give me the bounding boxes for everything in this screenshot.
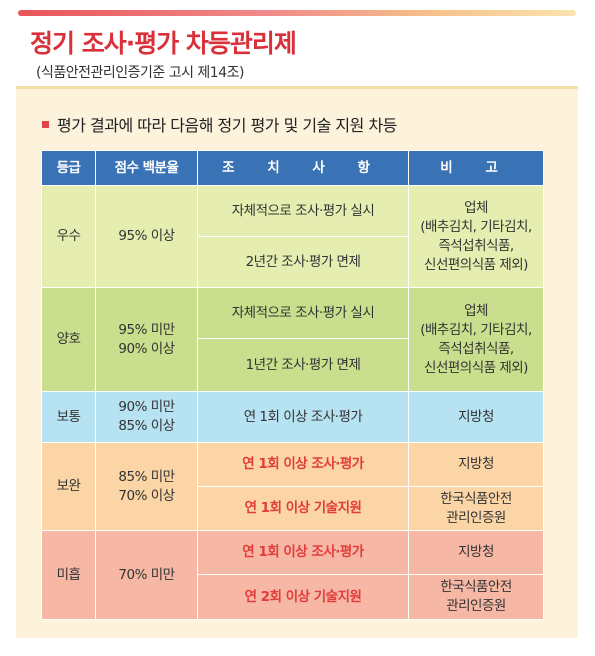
score-cell: 95% 미만 90% 이상 bbox=[95, 287, 198, 393]
grade-cell: 미흡 bbox=[41, 530, 96, 620]
note-line: 신선편의식품 제외) bbox=[424, 256, 528, 273]
table-row: 1년간 조사·평가 면제 bbox=[42, 338, 544, 393]
page-subtitle: (식품안전관리인증기준 고시 제14조) bbox=[36, 65, 244, 81]
score-cell: 85% 미만 70% 이상 bbox=[95, 442, 198, 532]
note-cell: 지방청 bbox=[408, 530, 544, 575]
action-cell: 연 2회 이상 기술지원 bbox=[197, 574, 409, 620]
action-cell: 연 1회 이상 조사·평가 bbox=[197, 530, 409, 575]
note-line: 한국식품안전 bbox=[440, 490, 512, 507]
action-cell: 연 1회 이상 조사·평가 bbox=[197, 442, 409, 488]
score-line: 95% 미만 bbox=[118, 321, 175, 338]
table-row: 양호 95% 미만 90% 이상 자체적으로 조사·평가 실시 업체 (배추김치… bbox=[41, 287, 544, 393]
note-line: (배추김치, 기타김치, bbox=[420, 218, 532, 235]
table-row: 미흡 70% 미만 연 1회 이상 조사·평가 지방청 bbox=[41, 530, 544, 620]
action-cell: 1년간 조사·평가 면제 bbox=[197, 338, 409, 393]
note-cell: 업체 (배추김치, 기타김치, 즉석섭취식품, 신선편의식품 제외) bbox=[408, 287, 544, 393]
top-accent-bar bbox=[18, 10, 576, 16]
score-line: 90% 이상 bbox=[118, 340, 175, 357]
note-cell: 업체 (배추김치, 기타김치, 즉석섭취식품, 신선편의식품 제외) bbox=[408, 184, 544, 289]
grade-cell: 양호 bbox=[41, 287, 96, 393]
note-line: 관리인증원 bbox=[446, 598, 506, 614]
section-heading-text: 평가 결과에 따라 다음해 정기 평가 및 기술 지원 차등 bbox=[57, 116, 397, 135]
table-row: 우수 95% 이상 자체적으로 조사·평가 실시 업체 (배추김치, 기타김치,… bbox=[41, 184, 544, 289]
table-row: 보통 90% 미만 85% 이상 연 1회 이상 조사·평가 지방청 bbox=[41, 391, 544, 444]
header-action: 조 치 사 항 bbox=[197, 150, 409, 186]
grade-table: 등급 점수 백분율 조 치 사 항 비 고 우수 95% 이상 자체적으로 조사… bbox=[41, 150, 544, 620]
square-bullet-icon bbox=[42, 120, 49, 128]
header-grade: 등급 bbox=[41, 150, 96, 186]
action-cell: 연 1회 이상 조사·평가 bbox=[197, 391, 409, 444]
note-line: 즉석섭취식품, bbox=[438, 237, 514, 254]
note-line: 관리인증원 bbox=[446, 509, 506, 526]
table-row: 보완 85% 미만 70% 이상 연 1회 이상 조사·평가 지방청 bbox=[41, 442, 544, 532]
note-line: (배추김치, 기타김치, bbox=[420, 321, 532, 338]
score-line: 85% 이상 bbox=[118, 418, 175, 435]
note-line: 신선편의식품 제외) bbox=[424, 359, 528, 376]
score-cell: 70% 미만 bbox=[95, 530, 198, 620]
section-heading: 평가 결과에 따라 다음해 정기 평가 및 기술 지원 차등 bbox=[42, 112, 397, 136]
note-line: 즉석섭취식품, bbox=[438, 340, 514, 357]
page-title: 정기 조사·평가 차등관리제 bbox=[30, 29, 297, 58]
score-line: 90% 미만 bbox=[118, 399, 175, 416]
action-cell: 자체적으로 조사·평가 실시 bbox=[197, 184, 409, 238]
note-cell: 한국식품안전 관리인증원 bbox=[408, 486, 544, 532]
table-row: 연 2회 이상 기술지원 한국식품안전 관리인증원 bbox=[42, 574, 544, 620]
note-line: 한국식품안전 bbox=[440, 579, 512, 595]
note-cell: 한국식품안전 관리인증원 bbox=[408, 574, 544, 620]
table-row: 연 1회 이상 기술지원 한국식품안전 관리인증원 bbox=[42, 486, 544, 532]
note-cell: 지방청 bbox=[408, 442, 544, 488]
note-line: 업체 bbox=[464, 302, 488, 319]
grade-cell: 보통 bbox=[41, 391, 96, 444]
grade-cell: 우수 bbox=[41, 184, 96, 289]
score-line: 70% 이상 bbox=[118, 487, 175, 504]
header-score: 점수 백분율 bbox=[95, 150, 198, 186]
table-row: 2년간 조사·평가 면제 bbox=[42, 236, 544, 289]
table-header-row: 등급 점수 백분율 조 치 사 항 비 고 bbox=[41, 150, 544, 186]
grade-cell: 보완 bbox=[41, 442, 96, 532]
note-cell: 지방청 bbox=[408, 391, 544, 444]
action-cell: 자체적으로 조사·평가 실시 bbox=[197, 287, 409, 340]
action-cell: 2년간 조사·평가 면제 bbox=[197, 236, 409, 289]
score-cell: 90% 미만 85% 이상 bbox=[95, 391, 198, 444]
action-cell: 연 1회 이상 기술지원 bbox=[197, 486, 409, 532]
header-note: 비 고 bbox=[408, 150, 544, 186]
score-line: 85% 미만 bbox=[118, 468, 175, 485]
note-line: 업체 bbox=[464, 199, 488, 216]
score-cell: 95% 이상 bbox=[95, 184, 198, 289]
